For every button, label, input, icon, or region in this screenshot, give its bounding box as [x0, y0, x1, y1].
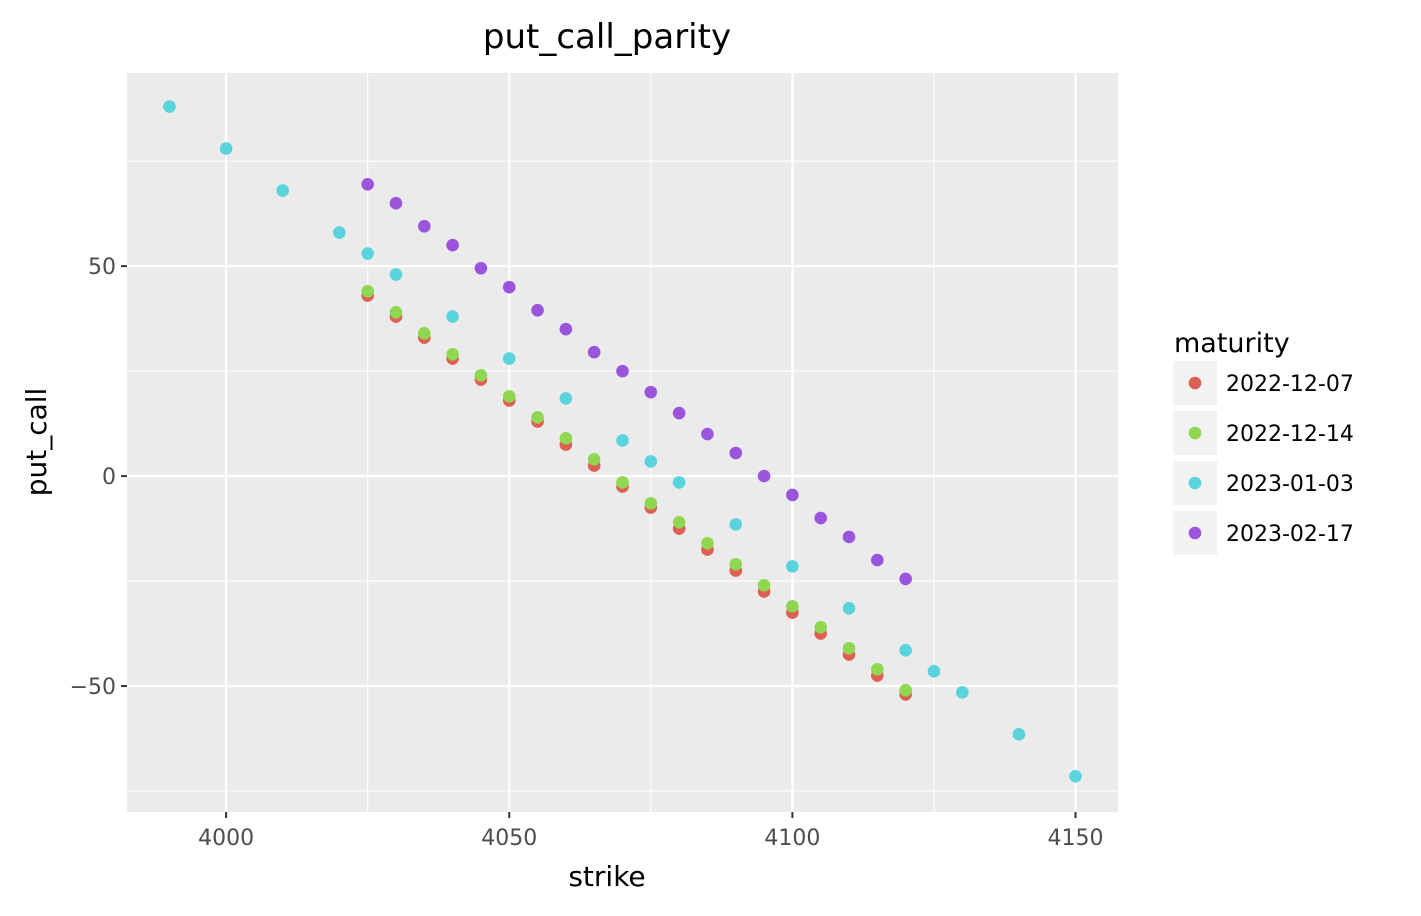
data-point: [899, 644, 912, 657]
x-axis-title: strike: [568, 860, 645, 893]
data-point: [502, 280, 516, 294]
x-axis-ticks: 4000 4050 4100 4150: [198, 812, 1104, 851]
data-point: [729, 557, 743, 571]
data-point: [899, 683, 912, 697]
data-point: [1069, 770, 1082, 783]
data-point: [531, 303, 544, 317]
data-point: [729, 446, 743, 460]
y-tick-label: −50: [70, 675, 116, 700]
data-point: [1012, 728, 1026, 741]
data-point: [842, 530, 856, 544]
data-point: [389, 268, 403, 281]
data-point: [559, 432, 573, 445]
data-point: [219, 142, 233, 155]
data-point: [927, 665, 941, 678]
data-point: [446, 348, 459, 361]
chart-title: put_call_parity: [483, 17, 731, 57]
major-gridlines: [127, 73, 1118, 812]
data-point: [701, 536, 714, 550]
data-point: [446, 238, 459, 252]
data-point: [757, 469, 771, 483]
legend-label: 2022-12-07: [1226, 372, 1354, 397]
data-point: [559, 392, 573, 405]
data-point: [446, 310, 459, 323]
data-point: [474, 369, 488, 382]
y-tick-label: 0: [102, 465, 116, 490]
data-point: [672, 515, 686, 529]
data-point: [502, 390, 516, 403]
data-point: [474, 261, 488, 275]
data-point: [729, 518, 743, 531]
y-axis-ticks: −50 0 50: [70, 255, 127, 700]
data-point: [842, 602, 856, 615]
legend-title: maturity: [1174, 328, 1290, 359]
data-point: [163, 100, 176, 113]
data-point: [644, 385, 658, 399]
x-tick-label: 4100: [764, 826, 820, 851]
data-point: [644, 497, 658, 510]
legend-label: 2022-12-14: [1226, 422, 1354, 447]
data-point: [616, 476, 629, 489]
data-point: [786, 560, 799, 573]
legend-items: 2022-12-07 2022-12-14 2023-01-03 2023-02-17: [1173, 361, 1354, 555]
data-point: [276, 184, 290, 197]
data-point: [672, 476, 686, 489]
legend-marker: [1188, 476, 1202, 490]
data-point: [333, 226, 346, 239]
data-point: [644, 455, 658, 468]
data-points: [163, 100, 1082, 783]
legend-marker: [1188, 426, 1202, 440]
data-point: [587, 452, 601, 466]
data-point: [899, 572, 912, 586]
legend-label: 2023-02-17: [1226, 522, 1354, 547]
data-point: [701, 427, 714, 441]
data-point: [814, 620, 827, 634]
data-point: [786, 488, 799, 502]
data-point: [502, 352, 516, 365]
y-tick-label: 50: [88, 255, 116, 280]
x-tick-label: 4000: [198, 826, 254, 851]
data-point: [616, 434, 629, 447]
y-axis-title: put_call: [20, 388, 53, 497]
legend-label: 2023-01-03: [1226, 472, 1354, 497]
data-point: [616, 364, 629, 378]
x-tick-label: 4150: [1048, 826, 1104, 851]
data-point: [672, 406, 686, 420]
legend: maturity 2022-12-072022-12-142023-01-032…: [1173, 328, 1354, 555]
data-point: [531, 411, 544, 424]
data-point: [814, 511, 827, 525]
legend-marker: [1188, 376, 1202, 390]
data-point: [786, 599, 799, 613]
data-point: [955, 686, 969, 699]
data-point: [559, 322, 573, 336]
data-point: [389, 196, 403, 210]
data-point: [871, 662, 884, 676]
data-point: [389, 306, 403, 319]
data-point: [871, 553, 884, 567]
data-point: [842, 641, 856, 655]
data-point: [418, 219, 431, 233]
data-point: [418, 327, 431, 340]
data-point: [361, 177, 374, 191]
data-point: [361, 285, 374, 298]
data-point: [361, 247, 374, 260]
x-tick-label: 4050: [481, 826, 537, 851]
legend-marker: [1188, 526, 1202, 540]
data-point: [587, 345, 601, 359]
data-point: [757, 578, 771, 592]
